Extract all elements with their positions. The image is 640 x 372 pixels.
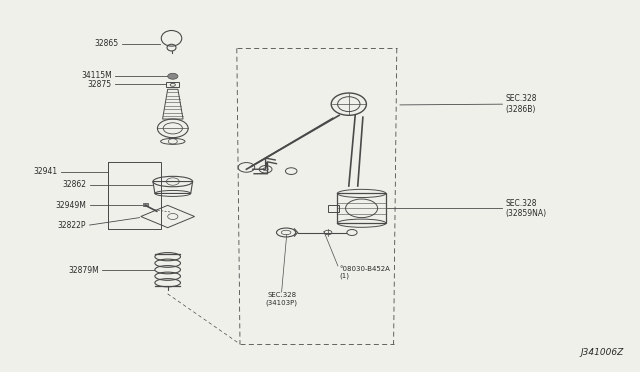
Text: 34115M: 34115M xyxy=(81,71,112,80)
Text: 32949M: 32949M xyxy=(56,201,86,210)
Bar xyxy=(108,162,161,229)
Bar xyxy=(337,193,386,223)
Bar xyxy=(328,205,339,212)
Text: 32941: 32941 xyxy=(33,167,58,176)
Text: 32879M: 32879M xyxy=(68,266,99,275)
Bar xyxy=(166,82,179,87)
Text: 32822P: 32822P xyxy=(58,221,86,230)
Text: J341006Z: J341006Z xyxy=(580,348,624,357)
Text: SEC.328
(32859NA): SEC.328 (32859NA) xyxy=(506,199,547,218)
Text: 32862: 32862 xyxy=(63,180,86,189)
Text: °08030-B452A
(1): °08030-B452A (1) xyxy=(339,266,390,279)
Text: SEC.328
(3286B): SEC.328 (3286B) xyxy=(506,94,537,114)
Text: 32875: 32875 xyxy=(88,80,112,89)
Circle shape xyxy=(168,73,178,79)
Text: SEC.328
(34103P): SEC.328 (34103P) xyxy=(266,292,298,305)
Bar xyxy=(143,203,148,206)
Text: 32865: 32865 xyxy=(94,39,118,48)
